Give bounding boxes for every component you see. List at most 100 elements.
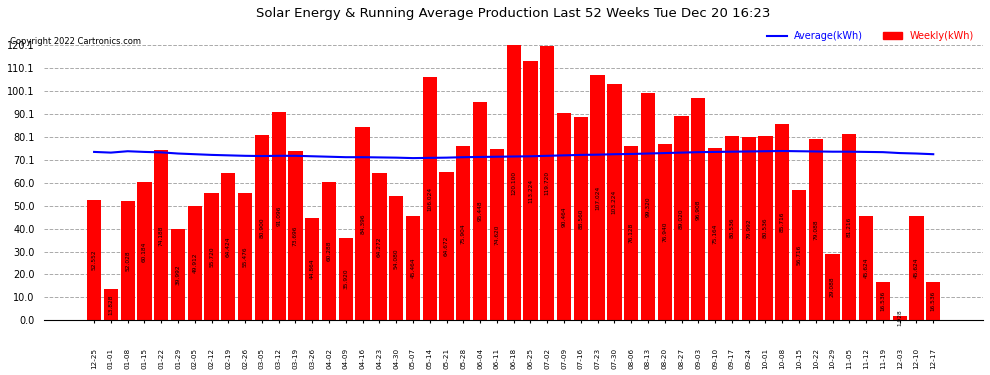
Bar xyxy=(557,113,571,320)
Text: 01-22: 01-22 xyxy=(158,348,164,369)
Text: 12-03: 12-03 xyxy=(897,348,903,369)
Text: 55.720: 55.720 xyxy=(209,246,214,267)
Text: 12-25: 12-25 xyxy=(91,348,97,369)
Text: 05-07: 05-07 xyxy=(410,348,416,369)
Text: 81.216: 81.216 xyxy=(846,217,851,237)
Text: 03-26: 03-26 xyxy=(309,348,315,369)
Text: 79.088: 79.088 xyxy=(813,219,819,240)
Text: 08-06: 08-06 xyxy=(629,348,635,369)
Bar xyxy=(893,316,907,320)
Bar xyxy=(624,146,639,320)
Bar xyxy=(590,75,605,320)
Text: 07-23: 07-23 xyxy=(595,348,601,369)
Text: 04-16: 04-16 xyxy=(359,348,365,369)
Bar xyxy=(254,135,269,320)
Legend: Average(kWh), Weekly(kWh): Average(kWh), Weekly(kWh) xyxy=(763,27,978,45)
Text: 02-12: 02-12 xyxy=(209,348,215,369)
Bar xyxy=(926,282,940,320)
Text: 54.080: 54.080 xyxy=(394,248,399,268)
Text: 06-18: 06-18 xyxy=(511,348,517,369)
Text: 02-05: 02-05 xyxy=(192,348,198,369)
Bar xyxy=(524,61,538,320)
Text: 96.908: 96.908 xyxy=(696,199,701,219)
Text: 74.620: 74.620 xyxy=(494,225,499,245)
Text: 95.448: 95.448 xyxy=(477,201,482,221)
Text: 06-04: 06-04 xyxy=(477,348,483,369)
Text: 10-08: 10-08 xyxy=(779,348,785,369)
Bar xyxy=(205,193,219,320)
Bar xyxy=(826,254,840,320)
Text: 29.088: 29.088 xyxy=(830,277,835,297)
Bar xyxy=(188,206,202,320)
Text: 11-12: 11-12 xyxy=(863,348,869,369)
Text: 13.828: 13.828 xyxy=(108,294,114,315)
Bar xyxy=(473,102,487,320)
Bar xyxy=(792,190,806,320)
Text: 10-01: 10-01 xyxy=(762,348,768,369)
Text: 91.096: 91.096 xyxy=(276,206,281,226)
Text: 02-19: 02-19 xyxy=(226,348,232,369)
Bar xyxy=(742,137,755,320)
Text: 80.900: 80.900 xyxy=(259,217,264,238)
Text: 03-05: 03-05 xyxy=(259,348,265,369)
Text: 60.288: 60.288 xyxy=(327,241,332,261)
Text: 07-16: 07-16 xyxy=(578,348,584,369)
Text: 02-26: 02-26 xyxy=(243,348,248,369)
Text: 75.904: 75.904 xyxy=(460,223,466,244)
Bar xyxy=(859,216,873,320)
Text: 04-23: 04-23 xyxy=(376,348,382,369)
Bar xyxy=(138,182,151,320)
Bar xyxy=(271,112,286,320)
Text: 64.424: 64.424 xyxy=(226,236,231,257)
Text: 113.224: 113.224 xyxy=(528,178,533,203)
Bar xyxy=(809,139,823,320)
Bar xyxy=(541,46,554,320)
Text: 10-22: 10-22 xyxy=(813,348,819,369)
Text: 01-29: 01-29 xyxy=(175,348,181,369)
Text: 45.624: 45.624 xyxy=(863,258,868,278)
Text: 12-17: 12-17 xyxy=(931,348,937,369)
Bar xyxy=(440,172,453,320)
Text: 79.992: 79.992 xyxy=(746,218,751,239)
Bar xyxy=(641,93,655,320)
Text: 75.164: 75.164 xyxy=(713,224,718,245)
Text: 05-28: 05-28 xyxy=(460,348,466,369)
Text: 73.696: 73.696 xyxy=(293,226,298,246)
Text: 05-21: 05-21 xyxy=(444,348,449,369)
Text: 04-30: 04-30 xyxy=(393,348,399,369)
Text: 11-19: 11-19 xyxy=(880,348,886,369)
Text: 107.024: 107.024 xyxy=(595,186,600,210)
Text: 01-01: 01-01 xyxy=(108,348,114,369)
Bar xyxy=(657,144,672,320)
Bar xyxy=(305,217,320,320)
Text: 16.536: 16.536 xyxy=(880,291,885,312)
Text: 11-05: 11-05 xyxy=(846,348,852,369)
Text: 80.536: 80.536 xyxy=(763,218,768,238)
Title: Solar Energy & Running Average Production Last 52 Weeks Tue Dec 20 16:23: Solar Energy & Running Average Productio… xyxy=(256,7,771,20)
Bar xyxy=(758,136,772,320)
Text: 120.100: 120.100 xyxy=(511,171,516,195)
Text: 45.624: 45.624 xyxy=(914,258,919,278)
Bar xyxy=(674,116,689,320)
Text: 01-15: 01-15 xyxy=(142,348,148,369)
Text: 01-08: 01-08 xyxy=(125,348,131,369)
Text: 04-02: 04-02 xyxy=(326,348,332,369)
Text: 09-24: 09-24 xyxy=(745,348,751,369)
Text: 45.464: 45.464 xyxy=(411,258,416,279)
Text: 103.224: 103.224 xyxy=(612,190,617,214)
Bar xyxy=(104,289,118,320)
Text: 1.928: 1.928 xyxy=(897,310,902,327)
Text: 56.716: 56.716 xyxy=(797,245,802,266)
Bar xyxy=(121,201,135,320)
Bar xyxy=(507,45,521,320)
Bar xyxy=(339,238,353,320)
Text: 49.912: 49.912 xyxy=(192,253,197,273)
Bar xyxy=(876,282,890,320)
Text: 90.464: 90.464 xyxy=(561,206,566,227)
Text: 55.476: 55.476 xyxy=(243,246,248,267)
Text: 07-30: 07-30 xyxy=(612,348,618,369)
Text: 35.920: 35.920 xyxy=(344,269,348,290)
Text: 08-13: 08-13 xyxy=(644,348,651,369)
Bar xyxy=(221,173,236,320)
Bar xyxy=(842,134,856,320)
